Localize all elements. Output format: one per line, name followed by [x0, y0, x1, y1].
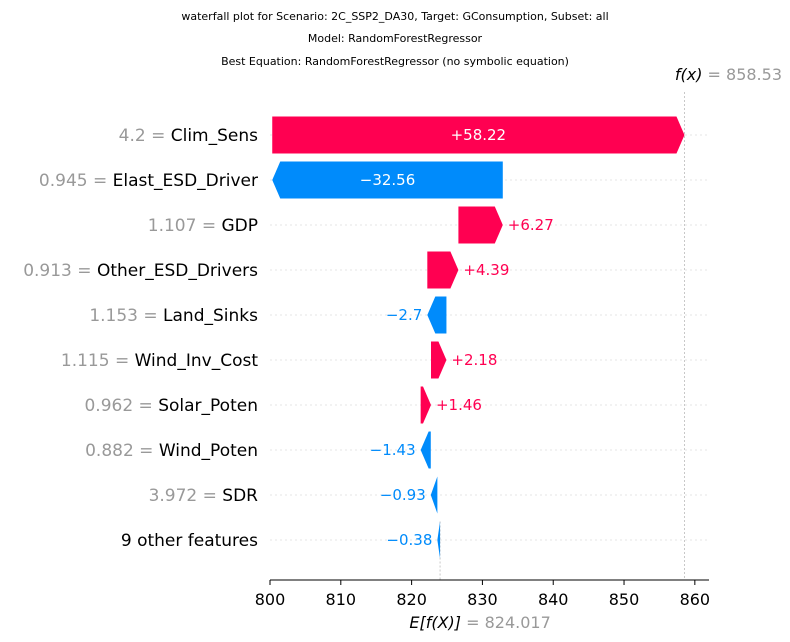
feature-name: 9 other features: [121, 531, 258, 551]
x-tick-label: 850: [609, 590, 640, 609]
base-label: E[f(X)]: [409, 613, 461, 632]
negative-bar: [427, 296, 447, 334]
output-value-label: f(x) = 858.53: [675, 65, 782, 84]
feature-name: Clim_Sens: [171, 126, 258, 146]
feature-name: Wind_Poten: [159, 441, 258, 461]
contribution-label: −1.43: [370, 441, 416, 459]
chart-subtitle-equation: Best Equation: RandomForestRegressor (no…: [221, 55, 569, 68]
feature-value: 0.882 =: [85, 441, 159, 461]
feature-value: 1.107 =: [148, 216, 222, 236]
feature-name: Land_Sinks: [163, 306, 258, 326]
feature-name: Wind_Inv_Cost: [135, 351, 259, 371]
feature-label: 0.945 = Elast_ESD_Driver: [39, 171, 258, 191]
positive-bar: [458, 206, 503, 244]
feature-value: 0.945 =: [39, 171, 113, 191]
positive-bar: [430, 341, 447, 379]
feature-label: 0.962 = Solar_Poten: [84, 396, 258, 416]
contribution-label: +1.46: [436, 396, 482, 414]
contribution-label: +2.18: [451, 351, 497, 369]
x-tick-label: 860: [680, 590, 711, 609]
feature-label: 3.972 = SDR: [149, 486, 259, 506]
feature-name: Other_ESD_Drivers: [97, 261, 258, 281]
feature-name: Solar_Poten: [158, 396, 258, 416]
feature-label: 9 other features: [121, 531, 258, 551]
positive-bar: [420, 386, 431, 424]
negative-bar: [420, 431, 431, 469]
feature-value: 3.972 =: [149, 486, 223, 506]
contribution-label: +4.39: [463, 261, 509, 279]
base-value-label: E[f(X)] = 824.017: [409, 613, 550, 632]
output-label: f(x): [675, 65, 703, 84]
contribution-label: +6.27: [508, 216, 554, 234]
x-tick-label: 800: [255, 590, 286, 609]
output-value-text: = 858.53: [702, 65, 782, 84]
negative-bar: [272, 161, 503, 199]
chart-title: waterfall plot for Scenario: 2C_SSP2_DA3…: [181, 10, 609, 23]
contribution-label: −32.56: [360, 171, 416, 189]
chart-subtitle-model: Model: RandomForestRegressor: [307, 32, 483, 45]
negative-bar: [430, 476, 438, 514]
contribution-label: −0.93: [380, 486, 426, 504]
feature-label: 0.882 = Wind_Poten: [85, 441, 258, 461]
base-value-text: = 824.017: [461, 613, 551, 632]
x-tick-label: 810: [326, 590, 357, 609]
feature-label: 1.153 = Land_Sinks: [89, 306, 258, 326]
feature-name: SDR: [222, 486, 258, 506]
x-tick-label: 820: [396, 590, 427, 609]
negative-bar: [437, 521, 441, 559]
x-tick-label: 840: [538, 590, 569, 609]
feature-value: 1.115 =: [61, 351, 135, 371]
feature-label: 4.2 = Clim_Sens: [119, 126, 258, 146]
contribution-label: +58.22: [451, 126, 507, 144]
feature-value: 0.962 =: [84, 396, 158, 416]
feature-value: 0.913 =: [23, 261, 97, 281]
feature-value: 1.153 =: [89, 306, 163, 326]
feature-label: 1.107 = GDP: [148, 216, 258, 236]
feature-name: GDP: [221, 216, 258, 236]
positive-bar: [427, 251, 459, 289]
feature-label: 0.913 = Other_ESD_Drivers: [23, 261, 258, 281]
feature-name: Elast_ESD_Driver: [113, 171, 258, 191]
contribution-label: −0.38: [386, 531, 432, 549]
x-tick-label: 830: [467, 590, 498, 609]
contribution-label: −2.7: [386, 306, 422, 324]
feature-value: 4.2 =: [119, 126, 171, 146]
feature-label: 1.115 = Wind_Inv_Cost: [61, 351, 258, 371]
positive-bar: [272, 116, 685, 154]
